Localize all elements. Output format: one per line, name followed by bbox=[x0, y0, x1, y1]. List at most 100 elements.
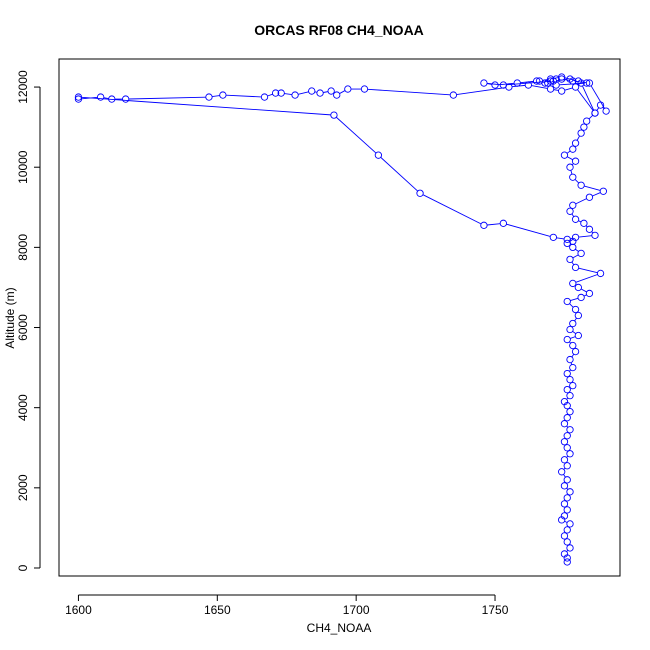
series-line-segment bbox=[563, 474, 566, 478]
data-point bbox=[291, 91, 299, 99]
data-point bbox=[108, 95, 116, 103]
series-line-segment bbox=[81, 96, 331, 116]
data-point bbox=[327, 87, 335, 95]
data-point bbox=[560, 550, 569, 558]
data-point bbox=[580, 219, 588, 227]
data-point bbox=[577, 129, 585, 137]
data-point bbox=[416, 189, 424, 197]
data-point bbox=[569, 363, 577, 372]
data-point bbox=[577, 293, 585, 302]
series-line-segment bbox=[564, 87, 573, 91]
y-tick-label: 8000 bbox=[16, 234, 30, 261]
data-point bbox=[569, 201, 577, 209]
series-line-segment bbox=[531, 85, 548, 89]
data-point bbox=[563, 476, 571, 484]
data-point bbox=[563, 335, 571, 344]
series-line-segment bbox=[564, 520, 568, 523]
data-point bbox=[219, 91, 227, 99]
x-tick-label: 1750 bbox=[482, 603, 509, 617]
data-point bbox=[585, 289, 594, 298]
y-axis-label: Altitude (m) bbox=[3, 287, 17, 348]
data-point bbox=[74, 95, 83, 103]
data-point bbox=[566, 426, 574, 434]
data-point bbox=[560, 512, 569, 520]
series-line-segment bbox=[487, 223, 501, 226]
series-line-segment bbox=[596, 107, 600, 111]
data-point bbox=[566, 325, 574, 334]
series-line-segment bbox=[574, 179, 580, 184]
data-point bbox=[480, 221, 488, 229]
data-point bbox=[566, 375, 574, 384]
data-point bbox=[585, 225, 594, 233]
data-point bbox=[591, 109, 599, 117]
data-point bbox=[563, 538, 571, 546]
series-line-segment bbox=[572, 331, 577, 335]
data-point bbox=[583, 79, 591, 87]
data-point bbox=[571, 83, 580, 91]
data-point bbox=[533, 77, 541, 85]
data-point bbox=[566, 255, 574, 264]
series-line-segment bbox=[323, 91, 329, 93]
data-point bbox=[571, 263, 580, 272]
series-layer bbox=[74, 73, 610, 566]
plot-frame bbox=[58, 58, 621, 577]
y-tick-label: 10000 bbox=[16, 150, 30, 184]
data-point bbox=[316, 89, 324, 97]
series-line-segment bbox=[506, 223, 551, 237]
data-point bbox=[560, 151, 569, 159]
data-point bbox=[571, 139, 580, 147]
data-point bbox=[560, 500, 569, 508]
data-point bbox=[566, 520, 574, 528]
series-line-segment bbox=[571, 213, 575, 217]
series-line-segment bbox=[367, 88, 451, 96]
series-line-segment bbox=[575, 198, 587, 205]
data-point bbox=[480, 79, 488, 87]
series-line-segment bbox=[572, 254, 579, 259]
data-point bbox=[569, 173, 577, 181]
series-line-segment bbox=[590, 85, 605, 109]
series-line-segment bbox=[578, 235, 592, 238]
y-tick-label: 4000 bbox=[16, 394, 30, 421]
series-line-segment bbox=[456, 87, 506, 96]
data-point bbox=[591, 231, 599, 239]
series-line-segment bbox=[571, 261, 575, 266]
data-point bbox=[596, 269, 605, 278]
chart-title: ORCAS RF08 CH4_NOAA bbox=[254, 22, 424, 38]
data-point bbox=[566, 488, 574, 496]
y-axis: 0 2000 4000 6000 8000 10000 12000 bbox=[16, 70, 41, 571]
data-point bbox=[330, 111, 338, 119]
series-line-segment bbox=[422, 194, 482, 225]
series-line-segment bbox=[128, 96, 206, 100]
series-line-segment bbox=[576, 135, 580, 141]
series-line-segment bbox=[380, 157, 418, 192]
data-point bbox=[499, 219, 508, 227]
data-point bbox=[277, 89, 285, 97]
series-line-segment bbox=[588, 114, 594, 120]
data-point bbox=[360, 85, 369, 93]
data-point bbox=[308, 87, 316, 95]
data-point bbox=[569, 279, 577, 288]
data-point bbox=[558, 87, 566, 95]
data-point bbox=[574, 283, 582, 292]
data-point bbox=[577, 79, 585, 87]
series-line-segment bbox=[580, 288, 587, 293]
data-point bbox=[260, 93, 269, 101]
data-point bbox=[563, 506, 571, 514]
data-point bbox=[535, 77, 544, 85]
data-point bbox=[569, 341, 577, 350]
data-point bbox=[566, 544, 574, 552]
data-point bbox=[560, 456, 569, 464]
data-point bbox=[333, 91, 341, 99]
data-point bbox=[563, 385, 571, 394]
data-point bbox=[569, 319, 577, 328]
data-point bbox=[563, 444, 571, 452]
series-line-segment bbox=[566, 150, 571, 154]
data-point bbox=[577, 181, 585, 189]
data-point bbox=[344, 85, 352, 93]
y-tick-label: 6000 bbox=[16, 314, 30, 341]
series-line-segment bbox=[577, 89, 594, 111]
data-point bbox=[571, 305, 580, 314]
data-point bbox=[271, 89, 280, 97]
data-point bbox=[599, 187, 607, 195]
